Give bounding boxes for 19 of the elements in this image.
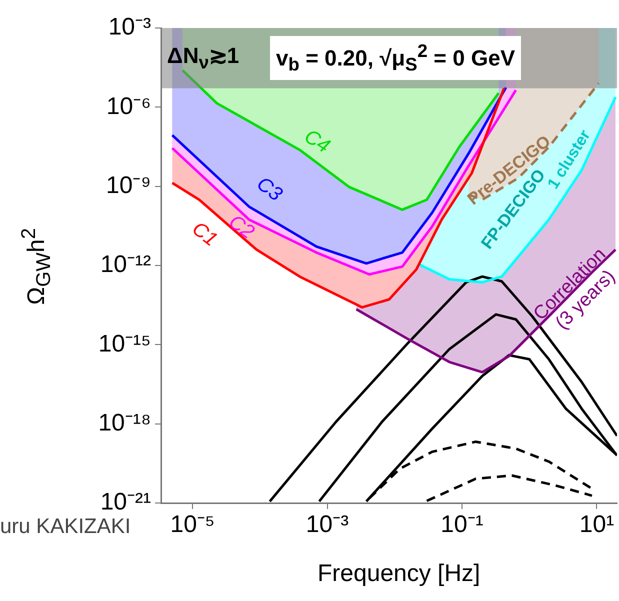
y-tick-label: 10⁻¹⁵ xyxy=(98,330,151,358)
band-label: ΔN$_{ν}$≳1 xyxy=(167,42,240,72)
y-tick-label: 10⁻³ xyxy=(108,14,152,41)
text: uru KAKIZAKI xyxy=(0,514,131,538)
x-tick-label: 10⁻⁵ xyxy=(170,511,215,538)
text: C4 xyxy=(300,125,334,158)
y-tick-label: 10⁻⁹ xyxy=(106,172,151,199)
y-tick-label: 10⁻²¹ xyxy=(100,488,151,516)
text: C3 xyxy=(252,172,286,206)
text: v$_{b}$ = 0.20, √μ$_{S}$$^{2}$ = 0 GeV xyxy=(270,36,521,80)
y-tick-label: 10⁻¹⁸ xyxy=(98,409,151,436)
y-tick-label: 10⁻⁶ xyxy=(106,92,151,120)
text: C1 xyxy=(188,218,222,251)
x-tick-label: 10⁻¹ xyxy=(440,511,484,538)
text: C2 xyxy=(224,210,258,244)
x-axis-title: Frequency [Hz] xyxy=(318,560,480,587)
x-tick-label: 10⁻³ xyxy=(306,511,349,538)
x-tick-label: 10¹ xyxy=(579,511,614,538)
y-tick-label: 10⁻¹² xyxy=(100,251,151,278)
